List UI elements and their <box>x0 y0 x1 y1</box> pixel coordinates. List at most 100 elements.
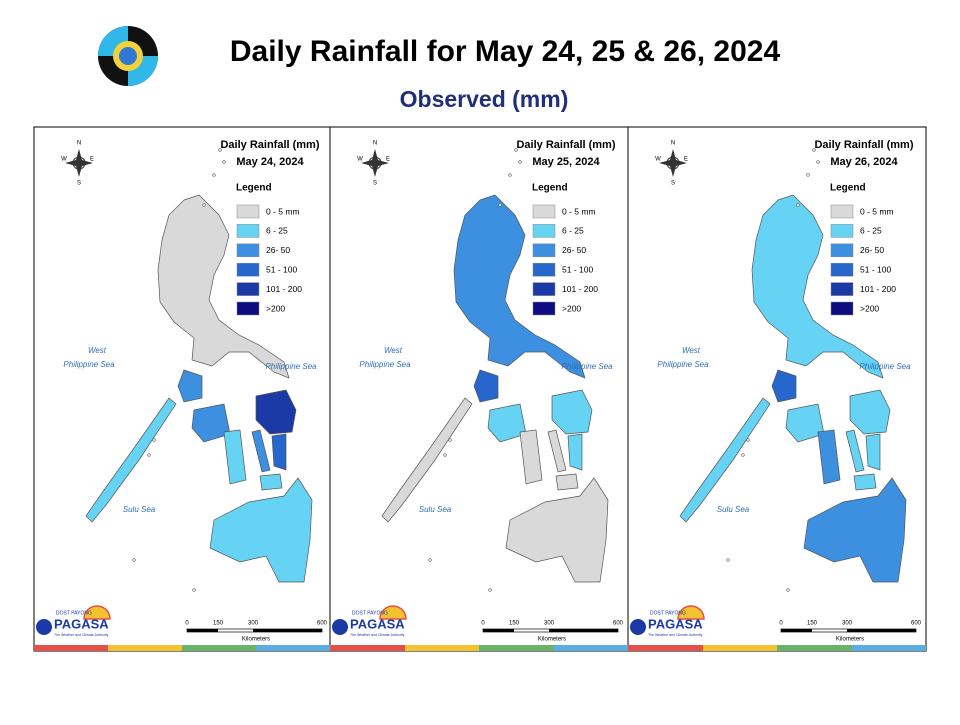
scale-bar-fill <box>187 629 218 632</box>
sea-label: Philippine Sea <box>265 362 317 371</box>
compass-s: S <box>671 181 675 187</box>
sea-label: West <box>384 346 403 355</box>
scale-label: 300 <box>544 621 555 627</box>
map-date: May 25, 2024 <box>532 156 600 168</box>
sea-label: Philippine Sea <box>859 362 911 371</box>
philippines-map <box>679 148 907 592</box>
agency-seal <box>96 24 160 88</box>
compass-rose: N S E W <box>61 141 94 187</box>
logo-mark <box>630 619 646 635</box>
island <box>209 477 313 583</box>
sea-label: Philippine Sea <box>657 360 709 369</box>
map-panel: Daily Rainfall (mm) May 25, 2024 N S E W Legen… <box>329 126 629 652</box>
island <box>473 369 499 403</box>
legend-label: 0 - 5 mm <box>562 206 596 216</box>
sea-label: West <box>88 346 107 355</box>
island <box>251 429 271 473</box>
logo-name: PAGASA <box>648 616 703 631</box>
islet <box>152 438 156 442</box>
islet <box>212 173 216 177</box>
scale-label: 150 <box>213 621 224 627</box>
legend-swatch <box>236 301 260 316</box>
logo-top: DOST PAYONG <box>56 610 92 616</box>
islet <box>796 203 800 207</box>
legend-label: 0 - 5 mm <box>860 206 894 216</box>
islet <box>218 148 222 152</box>
compass-rose: N S E W <box>357 141 390 187</box>
islet <box>746 438 750 442</box>
logo-top: DOST PAYONG <box>352 610 388 616</box>
island <box>845 429 865 473</box>
legend-label: 26- 50 <box>562 245 586 255</box>
islet <box>518 160 522 164</box>
scale-label: 300 <box>248 621 259 627</box>
logo-name: PAGASA <box>350 616 405 631</box>
compass-star <box>361 149 389 177</box>
island <box>865 433 881 471</box>
island <box>771 369 797 403</box>
legend-swatch <box>532 282 556 296</box>
islet <box>147 453 151 457</box>
legend-swatch <box>830 262 854 277</box>
islet <box>448 438 452 442</box>
compass-ring <box>72 156 86 170</box>
compass-w: W <box>61 157 67 163</box>
scale-bar-fill <box>781 629 812 632</box>
compass-s: S <box>77 181 81 187</box>
legend-swatch <box>830 301 854 316</box>
logo-tagline: The Weather and Climate Authority <box>54 633 109 637</box>
islet <box>786 588 790 592</box>
island <box>255 389 297 435</box>
compass-n: N <box>373 141 377 147</box>
island <box>85 397 177 523</box>
map-heading: Daily Rainfall (mm) <box>220 139 319 151</box>
philippines-map <box>85 148 313 592</box>
island <box>191 403 231 443</box>
legend-swatch <box>236 204 260 219</box>
compass-rose: N S E W <box>655 141 688 187</box>
island <box>551 389 593 435</box>
legend-swatch <box>532 204 556 219</box>
islet <box>222 160 226 164</box>
compass-e: E <box>90 157 94 163</box>
map-panels: Daily Rainfall (mm) May 24, 2024 N S E W Legen… <box>33 126 927 652</box>
legend-swatch <box>236 224 260 238</box>
sea-label: Sulu Sea <box>419 505 452 514</box>
compass-star <box>659 149 687 177</box>
scale-bar-fill <box>483 629 514 632</box>
legend-title: Legend <box>532 183 568 194</box>
scale-bar-fill <box>253 629 322 632</box>
compass-w: W <box>655 157 661 163</box>
legend-label: 6 - 25 <box>266 226 288 236</box>
legend-label: >200 <box>562 303 581 313</box>
legend-label: 101 - 200 <box>266 284 302 294</box>
logo-tagline: The Weather and Climate Authority <box>350 633 405 637</box>
island <box>785 403 825 443</box>
sea-label: Philippine Sea <box>359 360 411 369</box>
legend-label: >200 <box>860 303 879 313</box>
bottom-color-bar <box>34 645 926 651</box>
legend-swatch <box>830 282 854 296</box>
scale-label: 150 <box>807 621 818 627</box>
island <box>817 429 841 485</box>
scale-label: 600 <box>317 621 328 627</box>
islet <box>816 160 820 164</box>
legend-label: 51 - 100 <box>266 264 297 274</box>
islet <box>514 148 518 152</box>
compass-ring <box>368 156 382 170</box>
legend-label: 101 - 200 <box>860 284 896 294</box>
sea-label: Philippine Sea <box>63 360 115 369</box>
legend-label: 101 - 200 <box>562 284 598 294</box>
island <box>751 194 884 379</box>
legend-label: 6 - 25 <box>860 226 882 236</box>
compass-n: N <box>671 141 675 147</box>
compass-s: S <box>373 181 377 187</box>
island <box>849 389 891 435</box>
legend-title: Legend <box>236 183 272 194</box>
sea-label: Sulu Sea <box>123 505 156 514</box>
map-date: May 26, 2024 <box>830 156 898 168</box>
logo-name: PAGASA <box>54 616 109 631</box>
island <box>853 473 877 491</box>
logo-mark <box>36 619 52 635</box>
